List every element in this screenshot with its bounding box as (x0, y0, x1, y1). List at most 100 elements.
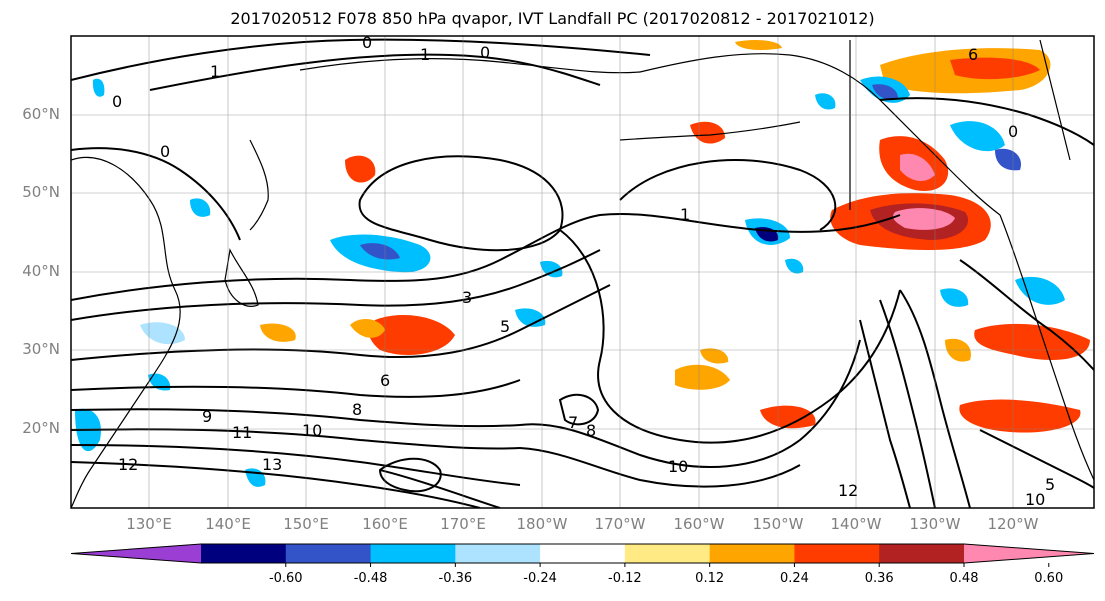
contour-label: 1 (210, 62, 220, 81)
positive-patch-japan-east (260, 323, 296, 342)
contour-label: 0 (160, 142, 170, 161)
colorbar-swatch (455, 544, 541, 563)
map-title: 2017020512 F078 850 hPa qvapor, IVT Land… (230, 9, 875, 28)
colorbar-tick-label: -0.60 (268, 571, 303, 586)
contour-label: 11 (232, 423, 252, 442)
negative-patch-alaska-inner (872, 84, 898, 100)
colorbar (70, 543, 1095, 567)
contour-east-south (979, 429, 1094, 489)
colorbar-swatch (285, 544, 372, 563)
colorbar-swatch (709, 544, 795, 563)
negative-patch-coast (1015, 276, 1065, 305)
colorbar-swatch (879, 544, 965, 563)
lat-label-20n: 20°N (22, 419, 60, 437)
colorbar-extend-min (71, 544, 201, 563)
colorbar-tick-label: -0.48 (353, 571, 388, 586)
contour-east-plume-1 (899, 289, 971, 508)
colorbar-swatch (540, 544, 626, 563)
lon-label-130e: 130°E (126, 515, 172, 533)
colorbar-tick-label: -0.24 (523, 571, 557, 586)
lon-label-140e: 140°E (205, 515, 251, 533)
coastline-west-north-america (999, 214, 1094, 481)
negative-patch-west-1 (92, 78, 105, 97)
contour-label: 0 (112, 92, 122, 111)
negative-patch-subtropical (515, 308, 546, 327)
positive-patch-hawaii-west (700, 348, 729, 364)
colorbar-tick-label: 0.12 (695, 571, 725, 586)
contour-label: 3 (462, 288, 472, 307)
contour-label: 0 (362, 33, 372, 52)
contour-south-loops (378, 457, 442, 493)
coastline-north-america-interior (849, 39, 1071, 210)
contour-loop-northeast (619, 159, 837, 231)
lon-label-160w: 160°W (673, 515, 725, 533)
colorbar-swatch (794, 544, 880, 563)
negative-patch-east (940, 288, 969, 307)
lon-label-180w: 180°W (516, 515, 568, 533)
colorbar-tick-label: 0.48 (949, 571, 979, 586)
contour-12-band (71, 461, 481, 508)
contour-label: 10 (668, 457, 688, 476)
colorbar-swatch (201, 544, 287, 563)
contour-label: 6 (968, 45, 978, 64)
lat-label-50n: 50°N (22, 183, 60, 201)
contour-8-band (71, 379, 521, 398)
contour-label: 5 (1045, 475, 1055, 494)
lon-label-160e: 160°E (362, 515, 408, 533)
contour-label: 0 (1008, 122, 1018, 141)
positive-patch-north-1 (735, 40, 782, 50)
colorbar-tick-label: -0.12 (608, 571, 642, 586)
colorbar-tick-label: 0.24 (779, 571, 809, 586)
colorbar-tick-label: 0.36 (864, 571, 894, 586)
contour-east-coast (959, 259, 1094, 371)
lat-label-30n: 30°N (22, 340, 60, 358)
contour-label: 6 (380, 371, 390, 390)
contour-label: 1 (680, 205, 690, 224)
positive-patch-subtropic-east (760, 405, 816, 429)
contour-subtropical-east-2 (519, 447, 801, 488)
contour-south-loops-2 (558, 393, 600, 426)
contour-9-band (71, 408, 521, 428)
contour-s-curve (559, 229, 901, 444)
negative-patch-central-2 (540, 260, 563, 278)
contour-label: 9 (202, 407, 212, 426)
coastline-japan (224, 248, 259, 307)
colorbar-tick-label: -0.36 (438, 571, 473, 586)
lon-label-150e: 150°E (283, 515, 329, 533)
contour-label: 12 (118, 455, 138, 474)
contour-10-band (71, 428, 521, 450)
contour-label: 13 (262, 455, 282, 474)
contour-labels: 0 1 0 0 0 1 3 5 6 8 9 10 11 12 13 10 12 … (112, 33, 1055, 509)
negative-patch-siberia (190, 198, 211, 217)
positive-patch-west-pacific (368, 315, 455, 355)
negative-patch-bering-2 (815, 93, 836, 110)
positive-patch-kamchatka (345, 155, 376, 183)
strong-positive-alaska (900, 153, 935, 182)
contour-east-plume-2 (879, 299, 936, 508)
lon-label-120w: 120°W (987, 515, 1039, 533)
lon-label-130w: 130°W (909, 515, 961, 533)
graticule (71, 36, 1094, 508)
contour-east-plume-3 (859, 319, 911, 508)
contour-11-band (71, 444, 521, 486)
positive-patch-west-pacific-halo (350, 318, 385, 338)
lon-label-140w: 140°W (830, 515, 882, 533)
lat-label-60n: 60°N (22, 105, 60, 123)
contour-label: 10 (1025, 490, 1045, 509)
coastline-aleutians (619, 121, 801, 141)
contour-subtropical-east (519, 339, 861, 468)
lon-label-170e: 170°E (440, 515, 486, 533)
positive-patch-north-alaska-inner (950, 57, 1040, 80)
positive-patch-east-pacific-1 (974, 323, 1090, 360)
contour-6-band (71, 284, 611, 361)
lat-label-40n: 40°N (22, 262, 60, 280)
contour-0-north (71, 38, 651, 81)
coastline-siberia-north (299, 58, 641, 74)
contour-1-north (149, 53, 601, 91)
positive-patch-east-pacific-2 (959, 399, 1081, 433)
max-positive-core (893, 208, 955, 230)
contour-label: 1 (420, 45, 430, 64)
coastline-asia (71, 156, 181, 508)
contour-label: 0 (480, 43, 490, 62)
